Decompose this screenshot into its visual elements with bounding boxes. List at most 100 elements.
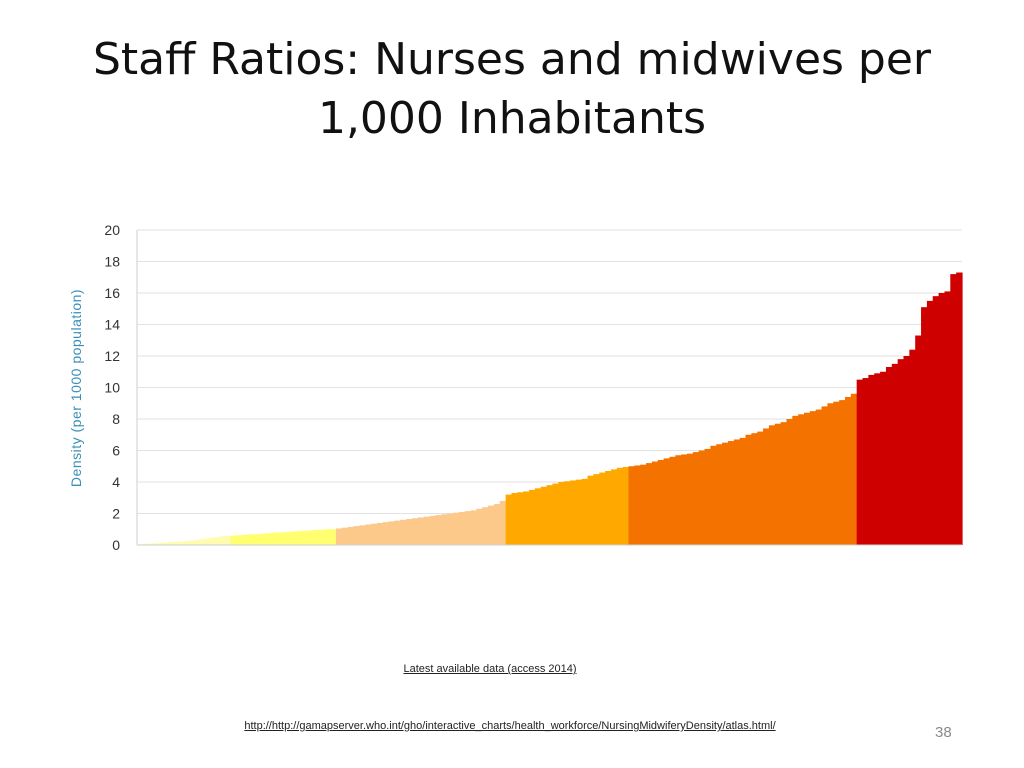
bar-s1-12 (300, 530, 308, 545)
bar-s1-15 (318, 529, 325, 545)
bar-s0-1 (142, 543, 150, 545)
bar-s2-18 (441, 514, 448, 545)
bar-s2-6 (371, 523, 378, 545)
bar-s0-7 (177, 541, 185, 545)
bar-s2-3 (353, 526, 360, 545)
y-tick-label: 20 (104, 222, 120, 238)
bar-s3-8 (552, 483, 559, 545)
bar-s3-9 (558, 482, 565, 545)
bar-s0-12 (207, 537, 214, 545)
bar-s4-15 (716, 444, 723, 545)
bar-s4-1 (634, 465, 641, 545)
bar-s0-6 (172, 541, 179, 545)
bar-s5-17 (956, 272, 963, 545)
bar-s5-12 (926, 300, 934, 546)
bar-s3-16 (599, 472, 606, 545)
bar-s5-7 (897, 359, 905, 545)
bar-s3-3 (523, 491, 530, 545)
bar-s4-29 (798, 414, 805, 545)
bar-s2-20 (452, 512, 460, 545)
bar-s4-10 (687, 453, 694, 545)
bar-s5-0 (856, 379, 864, 546)
bar-s2-9 (388, 521, 396, 546)
bar-s0-10 (195, 539, 202, 545)
bar-s2-23 (470, 510, 477, 545)
bar-s4-21 (751, 433, 758, 545)
bar-s2-7 (376, 522, 384, 545)
bar-s4-8 (675, 455, 682, 545)
bar-s1-5 (259, 533, 267, 545)
y-tick-label: 12 (104, 348, 120, 364)
bar-s4-2 (640, 464, 647, 545)
bar-s1-10 (289, 531, 296, 545)
bar-s1-8 (277, 532, 284, 545)
data-caption: Latest available data (access 2014) (403, 663, 577, 675)
bar-s2-24 (476, 508, 483, 545)
bar-s2-15 (423, 516, 431, 545)
bar-s2-27 (493, 504, 501, 545)
bar-s2-10 (394, 520, 401, 545)
bar-s4-18 (733, 439, 741, 545)
bar-s4-16 (722, 442, 729, 546)
bar-s4-6 (663, 458, 671, 546)
bar-s2-19 (447, 513, 454, 545)
bar-s1-11 (294, 531, 302, 545)
bar-s4-32 (815, 409, 823, 545)
bar-s3-11 (569, 480, 577, 545)
bar-s3-2 (517, 492, 524, 545)
bar-s2-12 (406, 519, 413, 545)
bar-s1-0 (230, 535, 238, 545)
bar-s3-5 (534, 488, 542, 545)
bar-s0-9 (189, 540, 197, 545)
y-tick-label: 0 (112, 537, 120, 553)
bar-s3-15 (593, 474, 600, 546)
bar-s4-3 (646, 463, 653, 545)
bar-s5-5 (885, 367, 893, 545)
bar-s2-21 (458, 511, 466, 545)
bar-s2-0 (335, 528, 343, 545)
bar-s3-13 (581, 478, 589, 545)
bar-s4-37 (844, 396, 852, 545)
bar-s1-6 (265, 533, 273, 545)
bar-s1-1 (236, 535, 243, 545)
bar-s3-17 (605, 470, 612, 545)
bar-s3-12 (575, 479, 583, 545)
y-tick-label: 4 (112, 474, 120, 490)
bar-s5-14 (938, 293, 946, 545)
bar-s5-15 (944, 291, 951, 545)
y-tick-label: 6 (112, 443, 120, 459)
bar-s4-19 (739, 437, 747, 545)
bar-s5-13 (932, 296, 940, 545)
bar-s5-10 (915, 335, 922, 545)
bar-s2-17 (435, 515, 442, 545)
bar-s4-7 (669, 456, 676, 545)
y-tick-label: 14 (104, 317, 120, 333)
bar-s4-34 (827, 403, 834, 545)
bar-s3-19 (616, 467, 624, 545)
bar-s4-25 (774, 423, 782, 545)
bar-s2-26 (488, 505, 495, 546)
bar-s0-5 (166, 542, 173, 545)
bar-s2-8 (382, 522, 390, 545)
bar-s3-6 (540, 486, 548, 545)
y-tick-label: 8 (112, 411, 120, 427)
bar-s1-13 (306, 530, 314, 545)
bar-s4-22 (757, 431, 764, 545)
bar-s2-13 (412, 518, 419, 545)
bar-s0-14 (218, 536, 226, 545)
bar-s1-16 (324, 529, 331, 545)
bar-s3-1 (511, 493, 518, 545)
bar-s5-1 (862, 378, 869, 545)
bar-s3-0 (505, 494, 513, 545)
source-url-link[interactable]: http://http://gamapserver.who.int/gho/in… (244, 720, 776, 732)
bar-s4-5 (657, 459, 665, 545)
bar-s1-9 (283, 532, 290, 545)
bar-s2-2 (347, 526, 355, 545)
bar-s3-7 (546, 485, 554, 545)
bar-s0-2 (148, 543, 156, 545)
bar-s5-11 (921, 307, 928, 545)
bar-s5-6 (891, 363, 899, 546)
bar-s5-16 (950, 274, 957, 545)
bar-s3-4 (529, 489, 536, 546)
bar-s4-35 (833, 401, 840, 545)
